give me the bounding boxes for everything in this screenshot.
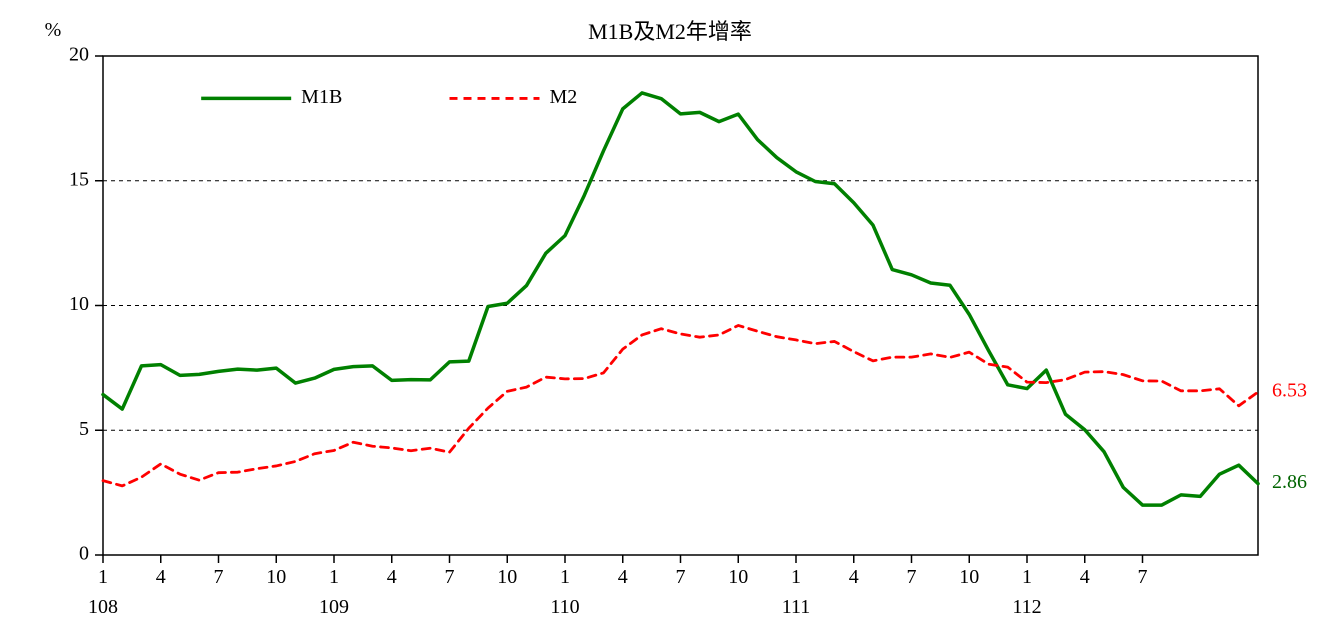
x-tick-label-month: 10 [959,566,979,588]
x-tick-label-month: 4 [387,566,397,588]
x-tick-label-month: 7 [445,566,455,588]
x-tick-label-year: 112 [1012,596,1041,618]
x-tick-label-month: 7 [676,566,686,588]
y-tick-label: 20 [69,44,89,66]
y-tick-label: 5 [79,418,89,440]
x-tick-label-month: 1 [98,566,108,588]
x-tick-label-month: 4 [156,566,166,588]
end-label-M1B: 2.86 [1272,471,1307,493]
x-tick-label-year: 109 [319,596,349,618]
x-tick-label-month: 1 [1022,566,1032,588]
x-tick-label-month: 4 [1080,566,1090,588]
x-tick-label-month: 10 [728,566,748,588]
x-tick-label-month: 10 [497,566,517,588]
chart-background [0,0,1340,642]
x-tick-label-year: 111 [782,596,811,618]
x-tick-label-month: 1 [560,566,570,588]
x-tick-label-month: 7 [214,566,224,588]
x-tick-label-year: 110 [550,596,579,618]
end-label-M2: 6.53 [1272,380,1307,402]
y-tick-label: 10 [69,293,89,315]
x-tick-label-month: 7 [907,566,917,588]
legend-label: M1B [301,86,342,108]
x-tick-label-month: 4 [618,566,628,588]
x-tick-label-month: 7 [1138,566,1148,588]
x-tick-label-month: 1 [791,566,801,588]
y-axis-unit-label: % [45,19,62,41]
x-tick-label-month: 1 [329,566,339,588]
chart-container: M1B及M2年增率% 0 5 10 15 20 1 4 7 10 1 4 7 10 1 4 7 10 1 4 7 10 1 4… [0,0,1340,642]
y-tick-label: 0 [79,543,89,565]
x-tick-label-month: 10 [266,566,286,588]
x-tick-label-month: 4 [849,566,859,588]
chart-title: M1B及M2年增率 [588,19,752,44]
x-tick-label-year: 108 [88,596,118,618]
legend-label: M2 [550,86,578,108]
y-tick-label: 15 [69,168,89,190]
line-chart: M1B及M2年增率% 0 5 10 15 20 1 4 7 10 1 4 7 10 1 4 7 10 1 4 7 10 1 4… [0,0,1340,642]
